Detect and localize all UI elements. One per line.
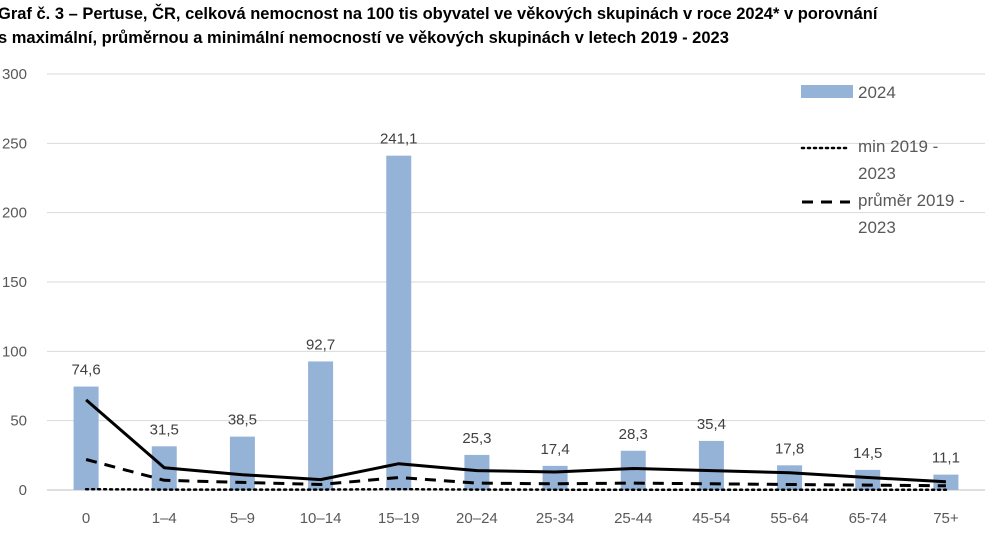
y-tick-label-100: 100 — [2, 343, 27, 360]
x-tick-label-7: 25-44 — [614, 510, 652, 527]
legend-label-avg: průměr 2019 -2023 — [858, 191, 965, 237]
x-tick-label-0: 0 — [82, 510, 90, 527]
data-label-0: 74,6 — [71, 362, 100, 379]
data-labels: 74,6 31,5 38,5 92,7 241,1 25,3 17,4 28,3 35,4 17,… — [71, 131, 959, 467]
data-label-8: 35,4 — [697, 416, 726, 433]
data-label-10: 14,5 — [853, 445, 882, 462]
x-axis: 0 1–4 5–9 10–14 15–19 20–24 25-34 25-44 45-54 55-… — [82, 510, 959, 527]
x-tick-label-4: 15–19 — [378, 510, 420, 527]
y-tick-label-250: 250 — [2, 135, 27, 152]
data-label-7: 28,3 — [619, 426, 648, 443]
data-label-9: 17,8 — [775, 440, 804, 457]
x-tick-label-9: 55-64 — [770, 510, 808, 527]
data-label-1: 31,5 — [150, 421, 179, 438]
bar-4 — [386, 155, 412, 490]
x-tick-label-1: 1–4 — [152, 510, 177, 527]
y-tick-label-150: 150 — [2, 274, 27, 291]
x-tick-label-6: 25-34 — [536, 510, 574, 527]
bar-9 — [777, 465, 803, 490]
x-tick-label-8: 45-54 — [692, 510, 730, 527]
bar-3 — [308, 361, 334, 490]
chart-title: Graf č. 3 – Pertuse, ČR, celková nemocno… — [0, 2, 991, 50]
x-tick-label-2: 5–9 — [230, 510, 255, 527]
line-series — [84, 398, 948, 491]
line-dotted — [84, 487, 948, 491]
legend-swatch-2024 — [801, 85, 853, 98]
y-tick-label-300: 300 — [2, 66, 27, 83]
y-axis: 0 50 100 150 200 250 300 — [2, 66, 27, 499]
y-tick-label-50: 50 — [10, 413, 27, 430]
legend-label-2024: 2024 — [858, 83, 896, 102]
legend-label-min: min 2019 -2023 — [858, 137, 938, 183]
x-tick-label-11: 75+ — [933, 510, 959, 527]
bar-series-2024 — [73, 155, 959, 490]
data-label-5: 25,3 — [462, 430, 491, 447]
gridlines — [47, 73, 985, 491]
bar-10 — [855, 469, 881, 490]
legend: 2024 min 2019 -2023 průměr 2019 -2023 — [800, 83, 965, 237]
data-label-2: 38,5 — [228, 412, 257, 429]
chart-title-line-1: Graf č. 3 – Pertuse, ČR, celková nemocno… — [0, 5, 878, 23]
data-label-6: 17,4 — [540, 441, 569, 458]
data-label-11: 11,1 — [932, 450, 960, 467]
chart-title-line-2: s maximální, průměrnou a minimální nemoc… — [0, 29, 729, 47]
x-tick-label-5: 20–24 — [456, 510, 498, 527]
data-label-4: 241,1 — [380, 131, 418, 148]
bar-5 — [464, 454, 490, 490]
x-tick-label-3: 10–14 — [300, 510, 342, 527]
x-tick-label-10: 65-74 — [849, 510, 887, 527]
y-tick-label-200: 200 — [2, 205, 27, 222]
bar-0 — [73, 386, 99, 490]
data-label-3: 92,7 — [306, 336, 335, 353]
bar-6 — [542, 465, 568, 490]
y-tick-label-0: 0 — [19, 482, 27, 499]
bar-8 — [698, 440, 724, 490]
line-solid — [85, 398, 946, 484]
